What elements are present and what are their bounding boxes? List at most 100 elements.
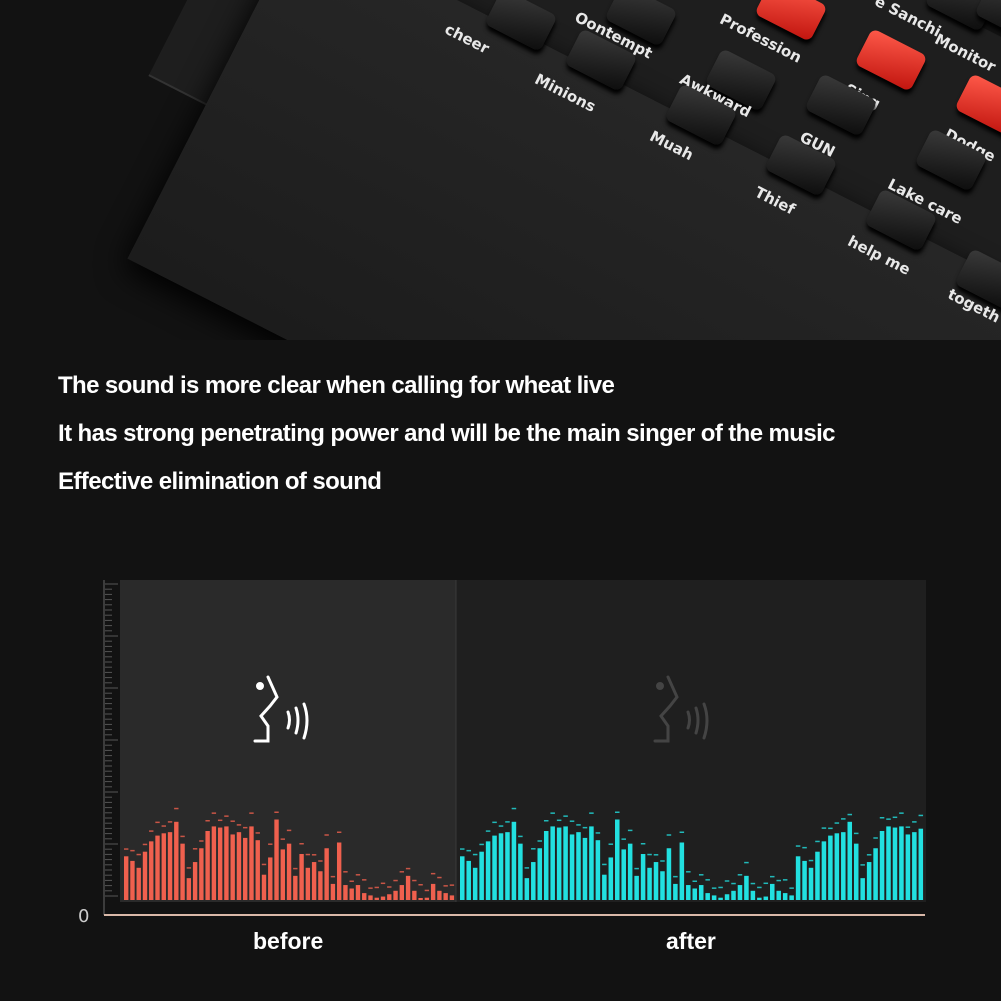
before-bar: [380, 896, 386, 900]
after-peak: [589, 812, 594, 814]
after-bar: [647, 867, 652, 900]
after-bar: [905, 834, 911, 900]
before-peak: [149, 830, 154, 832]
before-bar: [374, 897, 379, 900]
after-bar: [763, 896, 769, 900]
after-peak: [627, 829, 633, 832]
after-bar: [821, 841, 827, 900]
before-bar: [230, 834, 235, 900]
after-peak: [763, 882, 769, 885]
before-bar: [368, 895, 373, 900]
before-bar: [286, 843, 292, 900]
after-bar: [718, 897, 723, 900]
before-bar: [399, 885, 405, 900]
before-bar: [174, 821, 179, 900]
after-bar: [686, 885, 691, 900]
after-bar: [731, 890, 736, 900]
before-bar: [355, 885, 361, 900]
after-peak: [828, 827, 833, 830]
after-peak: [866, 854, 872, 856]
after-peak: [847, 813, 853, 816]
after-peak: [673, 875, 678, 878]
before-peak: [299, 843, 304, 845]
after-bar: [543, 831, 549, 900]
before-peak: [130, 849, 135, 852]
after-bar: [505, 832, 510, 900]
after-bar: [744, 875, 749, 900]
after-bar: [692, 888, 698, 900]
after-peak: [912, 821, 917, 823]
after-bar: [724, 894, 730, 900]
after-peak: [660, 860, 665, 862]
after-bar: [873, 848, 878, 900]
before-bar: [324, 848, 329, 900]
before-bar: [274, 819, 279, 900]
before-bar: [293, 875, 298, 900]
after-peak: [518, 835, 523, 838]
after-peak: [770, 875, 775, 878]
before-peak: [255, 832, 260, 834]
after-bar: [627, 843, 633, 900]
after-peak: [789, 887, 794, 889]
after-bar: [892, 827, 898, 900]
after-bar: [498, 833, 504, 900]
after-peak: [808, 859, 814, 862]
after-bar: [795, 856, 801, 900]
after-bar: [537, 848, 543, 900]
after-bar: [556, 827, 562, 900]
after-peak: [531, 848, 536, 850]
headline-line: It has strong penetrating power and will…: [58, 420, 836, 447]
after-peak: [860, 864, 865, 866]
after-peak: [621, 838, 626, 840]
before-bar: [205, 831, 210, 900]
before-peak: [311, 854, 317, 856]
after-peak: [524, 867, 530, 869]
after-bar: [634, 875, 639, 900]
after-peak: [705, 879, 710, 881]
headline-line: Effective elimination of sound: [58, 468, 382, 495]
after-peak: [485, 830, 491, 832]
before-bar: [217, 827, 223, 900]
after-bar: [602, 874, 607, 900]
after-peak: [711, 887, 717, 889]
before-peak: [224, 815, 229, 817]
after-bar: [776, 890, 781, 900]
before-peak: [249, 812, 254, 814]
after-peak: [550, 812, 555, 814]
after-peak: [647, 853, 652, 856]
after-bar: [705, 893, 710, 900]
after-peak: [615, 811, 620, 813]
before-bar: [330, 883, 336, 900]
before-peak: [437, 876, 442, 879]
after-peak: [692, 880, 698, 882]
after-peak: [569, 820, 575, 822]
before-label: before: [253, 928, 324, 954]
after-bar: [879, 831, 885, 900]
before-peak: [280, 838, 285, 840]
before-peak: [211, 812, 217, 814]
after-peak: [576, 824, 581, 826]
after-peak: [686, 871, 691, 873]
before-peak: [286, 829, 292, 832]
after-bar: [466, 860, 471, 900]
after-peak: [698, 874, 704, 876]
before-peak: [362, 879, 367, 881]
before-peak: [324, 834, 329, 836]
before-peak: [393, 879, 398, 882]
after-bar: [679, 842, 685, 900]
before-peak: [155, 821, 160, 824]
before-peak: [318, 860, 323, 862]
after-bar: [841, 832, 846, 900]
before-bar: [149, 841, 154, 900]
before-bar: [318, 871, 323, 900]
after-bar: [673, 883, 678, 900]
after-bar: [615, 819, 620, 900]
after-peak: [472, 853, 478, 856]
after-peak: [498, 825, 504, 827]
after-bar: [834, 833, 840, 900]
after-bar: [608, 857, 614, 900]
before-bar: [236, 832, 242, 900]
before-peak: [167, 821, 173, 823]
before-peak: [174, 807, 179, 810]
